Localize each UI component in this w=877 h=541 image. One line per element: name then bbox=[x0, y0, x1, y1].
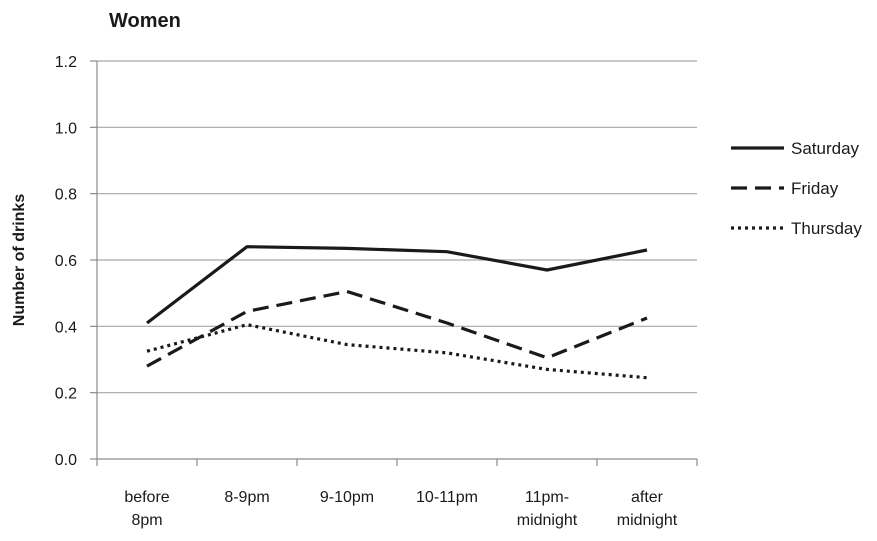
series-lines bbox=[146, 245, 648, 380]
x-tick-label: 10-11pm bbox=[416, 489, 478, 506]
x-tick-label: after midnight bbox=[617, 489, 678, 529]
x-tick-labels: before 8pm 8-9pm 9-10pm 10-11pm 11pm-midnight… bbox=[124, 489, 677, 529]
x-tick-label: before 8pm bbox=[124, 489, 169, 529]
y-tick-label: 0.0 bbox=[55, 452, 77, 469]
y-tick-label: 1.2 bbox=[55, 54, 77, 71]
series-line-saturday bbox=[146, 245, 648, 325]
legend: Saturday Friday Thursday bbox=[731, 139, 862, 238]
series-line-thursday bbox=[146, 323, 648, 380]
y-tick-label: 0.8 bbox=[55, 187, 77, 204]
series-line-friday bbox=[146, 289, 648, 368]
y-tick-label: 1.0 bbox=[55, 120, 77, 137]
legend-label: Friday bbox=[791, 179, 839, 198]
legend-label: Thursday bbox=[791, 219, 862, 238]
x-tick-label: 11pm-midnight bbox=[517, 489, 578, 529]
y-tick-label: 0.4 bbox=[55, 319, 77, 336]
gridlines bbox=[90, 60, 697, 460]
y-axis-label: Number of drinks bbox=[11, 194, 28, 327]
y-tick-label: 0.6 bbox=[55, 253, 77, 270]
x-tick-label: 8-9pm bbox=[224, 489, 269, 506]
chart-title: Women bbox=[109, 10, 181, 32]
x-tick-label: 9-10pm bbox=[320, 489, 374, 506]
y-tick-labels: 0.0 0.2 0.4 0.6 0.8 1.0 1.2 bbox=[55, 54, 77, 469]
legend-label: Saturday bbox=[791, 139, 860, 158]
y-tick-label: 0.2 bbox=[55, 386, 77, 403]
axes bbox=[96, 61, 698, 466]
